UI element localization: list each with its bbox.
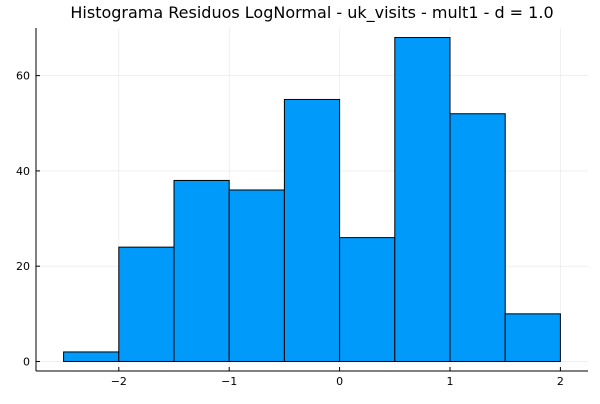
x-tick-label: −1 [221,375,237,388]
x-tick-label: 0 [336,375,343,388]
y-tick-label: 20 [16,260,30,273]
histogram-bar [63,351,120,362]
axes [35,28,588,372]
x-tick-label: 2 [557,375,564,388]
y-tick-label: 40 [16,165,30,178]
x-tick-label: 1 [447,375,454,388]
histogram-bar [339,237,396,362]
x-tick-label: −2 [111,375,127,388]
histogram-bar [173,179,230,362]
histogram-bar [228,189,285,362]
y-tick-label: 60 [16,70,30,83]
histogram-bar [283,98,341,362]
y-tick-label: 0 [23,355,30,368]
chart-title: Histograma Residuos LogNormal - uk_visit… [70,3,553,23]
histogram-bar [118,246,175,362]
histogram-bar [504,313,561,362]
histogram-bars [63,37,561,362]
histogram-bar [449,113,506,362]
histogram-bar [394,37,451,362]
